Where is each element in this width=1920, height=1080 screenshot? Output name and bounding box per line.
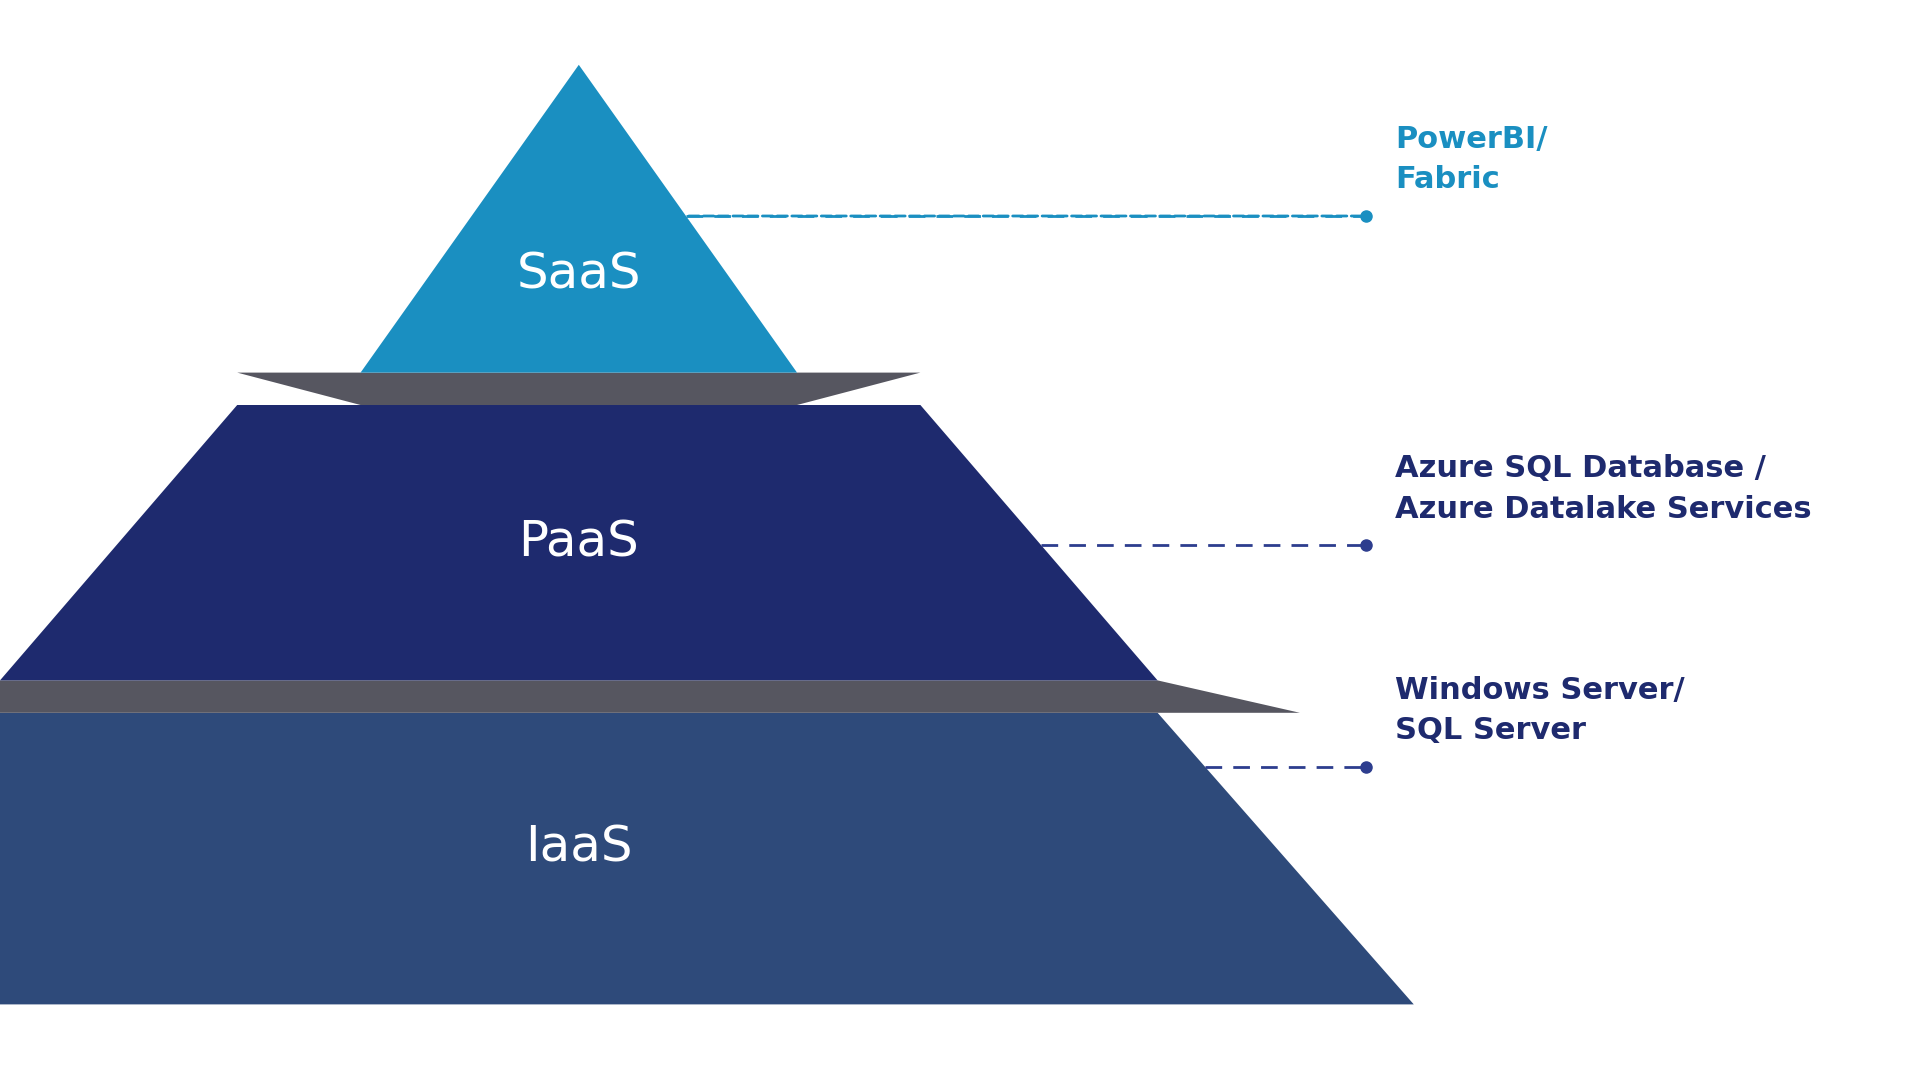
Polygon shape xyxy=(238,373,920,405)
Text: Windows Server/
SQL Server: Windows Server/ SQL Server xyxy=(1394,676,1684,745)
Text: IaaS: IaaS xyxy=(524,824,632,872)
Polygon shape xyxy=(0,680,1300,713)
Polygon shape xyxy=(0,405,1158,680)
Text: PowerBI/
Fabric: PowerBI/ Fabric xyxy=(1394,125,1548,194)
Text: SaaS: SaaS xyxy=(516,251,641,298)
Text: Azure SQL Database /
Azure Datalake Services: Azure SQL Database / Azure Datalake Serv… xyxy=(1394,455,1811,524)
Text: PaaS: PaaS xyxy=(518,518,639,567)
Polygon shape xyxy=(361,65,797,373)
Polygon shape xyxy=(0,713,1413,1004)
